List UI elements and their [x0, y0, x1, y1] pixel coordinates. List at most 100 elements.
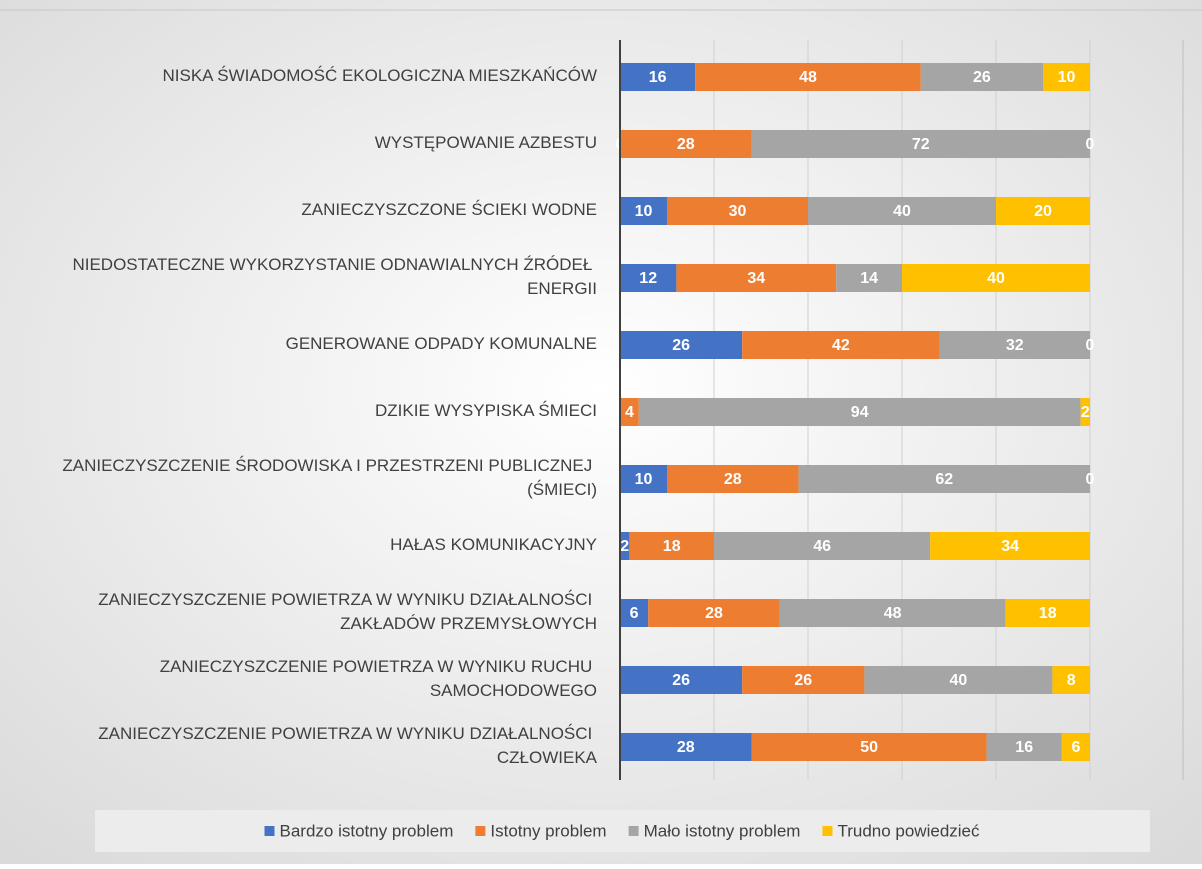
- value-label: 42: [832, 337, 850, 354]
- bar-segment: [667, 465, 799, 493]
- bar-segment: [1061, 733, 1090, 761]
- bar-segment: [620, 264, 677, 292]
- category-label: ZANIECZYSZCZENIE POWIETRZA W WYNIKU DZIA…: [98, 724, 597, 767]
- category-label: GENEROWANE ODPADY KOMUNALNE: [286, 334, 597, 353]
- bar-segment: [751, 130, 1090, 158]
- bar-segment: [629, 532, 714, 560]
- bar-segment: [742, 666, 865, 694]
- value-label: 30: [729, 203, 747, 220]
- category-label: ZANIECZYSZCZENIE POWIETRZA W WYNIKU DZIA…: [98, 590, 597, 633]
- bar-segment: [779, 599, 1006, 627]
- legend-box: [95, 810, 1150, 852]
- value-label: 48: [884, 605, 902, 622]
- value-label: 0: [1086, 136, 1095, 153]
- category-label: ZANIECZYSZCZENIE POWIETRZA W WYNIKU RUCH…: [160, 657, 597, 700]
- category-label: ZANIECZYSZCZENIE ŚRODOWISKA I PRZESTRZEN…: [62, 456, 597, 499]
- value-label: 40: [950, 672, 968, 689]
- value-label: 34: [1001, 538, 1019, 555]
- value-label: 12: [639, 270, 657, 287]
- value-label: 18: [663, 538, 681, 555]
- value-label: 94: [851, 404, 869, 421]
- bar-segment: [620, 599, 649, 627]
- bar-segment: [638, 398, 1081, 426]
- value-label: 46: [813, 538, 831, 555]
- bar-segment: [620, 197, 667, 225]
- bar-segment: [620, 398, 639, 426]
- bar-segment: [930, 532, 1090, 560]
- value-label: 26: [672, 672, 690, 689]
- bar-segment: [714, 532, 931, 560]
- bar-segment: [648, 599, 780, 627]
- value-label: 2: [1081, 404, 1090, 421]
- bar-segment: [620, 63, 696, 91]
- bar-segment: [1052, 666, 1090, 694]
- legend-label: Bardzo istotny problem: [279, 821, 453, 840]
- legend-label: Trudno powiedzieć: [837, 821, 980, 840]
- value-label: 28: [724, 471, 742, 488]
- value-label: 62: [935, 471, 953, 488]
- bar-segment: [620, 331, 743, 359]
- category-label: WYSTĘPOWANIE AZBESTU: [375, 133, 597, 152]
- bar-segment: [902, 264, 1090, 292]
- bar-segment: [620, 532, 630, 560]
- value-label: 6: [630, 605, 639, 622]
- bar-segment: [1080, 398, 1090, 426]
- bar-segment: [836, 264, 902, 292]
- value-label: 10: [635, 471, 653, 488]
- bar-segment: [620, 666, 743, 694]
- category-label: NISKA ŚWIADOMOŚĆ EKOLOGICZNA MIESZKAŃCÓW: [162, 66, 597, 85]
- bar-segment: [751, 733, 987, 761]
- bar-segment: [864, 666, 1053, 694]
- value-label: 10: [635, 203, 653, 220]
- bar-segment: [808, 197, 996, 225]
- value-label: 48: [799, 69, 817, 86]
- legend-swatch: [264, 826, 275, 836]
- value-label: 40: [987, 270, 1005, 287]
- value-label: 10: [1058, 69, 1076, 86]
- legend: Bardzo istotny problem Istotny problem Mał…: [264, 821, 980, 840]
- bar-segment: [695, 63, 921, 91]
- value-label: 28: [705, 605, 723, 622]
- value-label: 72: [912, 136, 930, 153]
- legend-label: Istotny problem: [490, 821, 606, 840]
- value-label: 34: [747, 270, 765, 287]
- value-label: 26: [672, 337, 690, 354]
- category-label: DZIKIE WYSYPISKA ŚMIECI: [375, 401, 597, 420]
- value-label: 26: [794, 672, 812, 689]
- bar-segment: [798, 465, 1090, 493]
- legend-label: Mało istotny problem: [644, 821, 801, 840]
- legend-swatch: [475, 826, 486, 836]
- value-label: 16: [1015, 739, 1033, 756]
- legend-swatch: [628, 826, 639, 836]
- value-label: 20: [1034, 203, 1052, 220]
- value-label: 2: [620, 538, 629, 555]
- value-label: 32: [1006, 337, 1024, 354]
- value-label: 0: [1086, 471, 1095, 488]
- legend-swatch: [822, 826, 833, 836]
- value-label: 26: [973, 69, 991, 86]
- value-label: 18: [1039, 605, 1057, 622]
- bar-segment: [676, 264, 837, 292]
- bar-segment: [986, 733, 1062, 761]
- value-label: 4: [625, 404, 634, 421]
- value-label: 50: [860, 739, 878, 756]
- value-label: 14: [860, 270, 878, 287]
- value-label: 28: [677, 739, 695, 756]
- bar-segment: [939, 331, 1090, 359]
- category-label: HAŁAS KOMUNIKACYJNY: [390, 535, 597, 554]
- bar-segment: [1005, 599, 1090, 627]
- bar-segment: [996, 197, 1090, 225]
- value-label: 40: [893, 203, 911, 220]
- bar-segment: [667, 197, 808, 225]
- bar-segment: [620, 465, 667, 493]
- bar-segment: [920, 63, 1043, 91]
- value-label: 16: [649, 69, 667, 86]
- bar-segment: [742, 331, 940, 359]
- value-label: 0: [1086, 337, 1095, 354]
- value-label: 28: [677, 136, 695, 153]
- bar-segment: [1043, 63, 1090, 91]
- bar-segment: [620, 130, 752, 158]
- bar-segment: [620, 733, 752, 761]
- value-label: 6: [1071, 739, 1080, 756]
